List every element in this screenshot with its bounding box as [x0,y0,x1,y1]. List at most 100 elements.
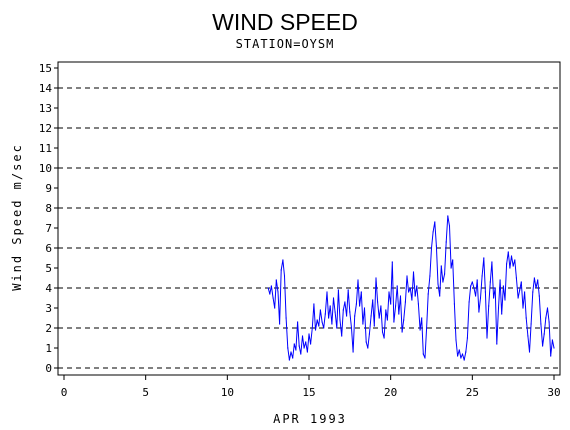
data-point [522,307,524,309]
data-point [479,297,482,299]
data-point [519,289,521,291]
data-point [342,309,344,311]
data-point [468,301,470,303]
data-point [460,357,462,359]
data-point [359,305,361,307]
data-point [457,355,459,357]
data-point [528,351,531,353]
data-point [344,301,346,303]
data-point [445,241,447,243]
y-tick-label: 4 [45,282,52,295]
y-tick-label: 13 [39,102,52,115]
plot-frame [57,61,561,376]
data-point [488,305,490,307]
data-point [422,353,424,355]
x-tick-label: 25 [466,386,479,399]
data-point [354,315,356,317]
data-point [396,285,398,287]
x-tick-label: 15 [302,386,315,399]
data-point [509,267,511,269]
data-point [336,327,338,329]
data-point [403,319,405,321]
data-point [270,285,272,287]
data-point [272,297,274,299]
data-point [471,281,473,283]
data-point [458,349,460,351]
data-point [293,343,295,345]
x-tick-label: 10 [221,386,234,399]
data-point [484,291,486,293]
data-point [395,305,397,307]
data-point [372,299,374,301]
y-tick-label: 11 [39,142,52,155]
data-point [350,327,353,329]
x-tick-label: 0 [61,386,68,399]
data-point [546,307,549,309]
data-point [432,231,434,233]
data-point [542,345,544,347]
x-tick-label: 5 [142,386,149,399]
data-point [437,283,439,285]
data-point [386,319,388,321]
data-point [481,275,483,277]
data-point [515,277,518,279]
data-point [427,293,429,295]
data-point [337,289,339,291]
data-point [414,295,416,297]
data-point [535,287,537,289]
chart-title: WIND SPEED [212,9,358,35]
data-point [543,333,545,335]
data-point [489,281,491,283]
data-point [486,337,488,339]
data-point [274,307,276,309]
y-tick-label: 1 [45,342,52,355]
data-point [453,303,455,305]
data-point [347,289,349,291]
y-tick-label: 8 [45,202,52,215]
data-point [502,285,504,287]
data-point [380,305,382,307]
data-point [476,279,478,281]
data-point [506,263,508,265]
data-point [383,337,385,339]
data-point [319,309,321,311]
data-point [368,333,370,335]
series-wind-speed-line [267,215,555,361]
data-point [323,327,325,329]
data-point [491,261,493,263]
y-tick-label: 9 [45,182,52,195]
data-point [370,315,372,317]
data-point [478,311,480,313]
data-point [334,311,336,313]
data-point [363,307,366,309]
y-tick-label: 0 [45,362,52,375]
data-point [349,311,351,313]
data-point [377,301,379,303]
chart-subtitle: STATION=OYSM [236,37,335,51]
data-point [275,279,277,281]
data-point [399,295,402,297]
data-point [514,259,516,261]
y-tick-label: 5 [45,262,52,275]
data-point [362,323,364,325]
data-point [419,329,421,331]
x-tick-label: 30 [547,386,560,399]
data-point [388,291,390,293]
data-point [483,257,485,259]
y-tick-label: 2 [45,322,52,335]
data-point [311,327,313,329]
data-point [341,335,343,337]
data-point [429,275,431,277]
data-point [455,339,457,341]
x-axis-label: APR 1993 [273,412,347,426]
data-point [461,353,464,355]
data-point [287,347,289,349]
data-point [550,355,552,357]
data-point [426,327,428,329]
data-point [283,275,286,277]
data-point [416,285,418,287]
data-point [525,317,527,319]
data-point [412,271,415,273]
data-point [507,251,509,253]
data-point [538,295,540,297]
